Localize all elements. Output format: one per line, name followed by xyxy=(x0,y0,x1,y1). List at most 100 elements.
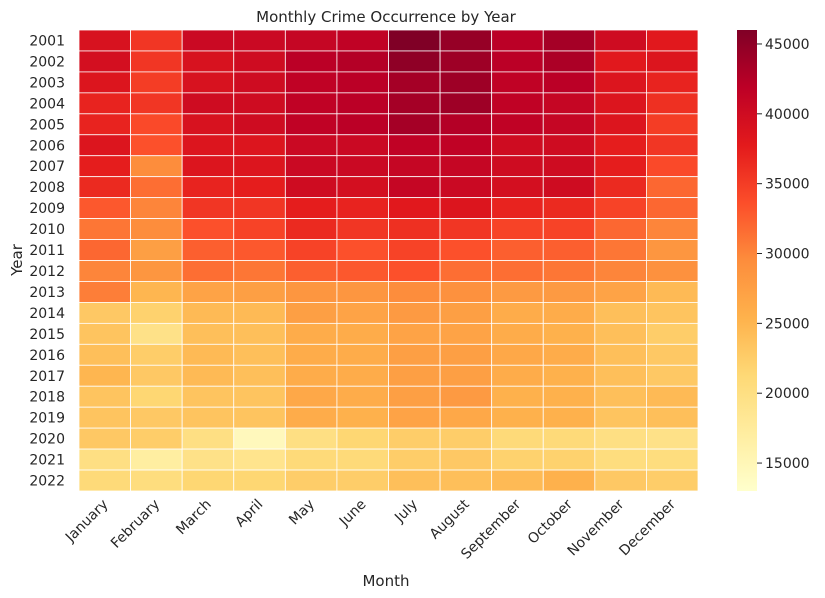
heatmap-cell xyxy=(233,260,286,282)
y-tick-label: 2019 xyxy=(29,411,65,427)
heatmap-cell xyxy=(594,113,647,136)
heatmap-cell xyxy=(439,71,493,94)
heatmap-cell xyxy=(594,343,647,366)
heatmap-cell xyxy=(646,92,699,115)
heatmap-cell xyxy=(594,29,647,52)
x-tick-label: December xyxy=(616,496,679,559)
heatmap-cell xyxy=(594,197,647,219)
heatmap-cell xyxy=(388,218,441,240)
heatmap-cell xyxy=(646,343,699,366)
heatmap-cell xyxy=(336,197,389,219)
heatmap-cell xyxy=(646,406,699,429)
heatmap-cell xyxy=(181,92,235,115)
y-tick-label: 2010 xyxy=(29,222,65,238)
heatmap-cell xyxy=(646,322,699,345)
heatmap-cell xyxy=(594,134,647,157)
heatmap-cell xyxy=(181,113,235,136)
x-tick-label: April xyxy=(232,497,266,531)
heatmap-cell xyxy=(542,29,596,52)
heatmap-cell xyxy=(542,406,596,429)
heatmap-cell xyxy=(439,218,493,240)
heatmap-cell xyxy=(388,469,441,492)
heatmap-cell xyxy=(388,322,441,345)
heatmap-cell xyxy=(542,322,596,345)
heatmap-cell xyxy=(336,29,389,52)
heatmap-cell xyxy=(491,71,544,94)
heatmap-cell xyxy=(542,469,596,492)
heatmap-cell xyxy=(284,448,338,471)
heatmap-cell xyxy=(336,71,389,94)
heatmap-cell xyxy=(181,448,235,471)
heatmap-cell xyxy=(284,364,338,387)
heatmap-cell xyxy=(233,239,286,261)
heatmap-cell xyxy=(388,343,441,366)
heatmap-cell xyxy=(130,176,183,199)
heatmap-cell xyxy=(336,260,389,282)
heatmap-cell xyxy=(284,29,338,52)
heatmap-cell xyxy=(181,176,235,199)
heatmap-cell xyxy=(284,343,338,366)
heatmap-cell xyxy=(336,113,389,136)
heatmap-cell xyxy=(491,50,544,73)
heatmap-cell xyxy=(233,176,286,199)
heatmap-cell xyxy=(388,155,441,178)
y-tick-label: 2006 xyxy=(29,138,65,154)
heatmap-cell xyxy=(130,406,183,429)
heatmap-cell xyxy=(78,29,131,52)
heatmap-cell xyxy=(78,50,131,73)
heatmap-cell xyxy=(130,281,183,303)
heatmap-cell xyxy=(284,239,338,261)
colorbar-tick-label: 35000 xyxy=(765,177,810,193)
y-tick-label: 2012 xyxy=(29,264,65,280)
heatmap-cell xyxy=(388,197,441,219)
heatmap-cell xyxy=(78,134,131,157)
heatmap-cell xyxy=(336,469,389,492)
heatmap-cell xyxy=(130,113,183,136)
heatmap-cell xyxy=(594,176,647,199)
heatmap-cell xyxy=(78,427,131,450)
heatmap-cell xyxy=(336,50,389,73)
heatmap-cell xyxy=(439,406,493,429)
heatmap-cell xyxy=(78,302,131,324)
heatmap-cell xyxy=(542,239,596,261)
heatmap-cell xyxy=(439,176,493,199)
heatmap-cell xyxy=(646,469,699,492)
heatmap-cell xyxy=(284,176,338,199)
heatmap-cell xyxy=(284,427,338,450)
heatmap-cell xyxy=(646,448,699,471)
heatmap-cell xyxy=(542,343,596,366)
heatmap-cell xyxy=(78,92,131,115)
heatmap-cell xyxy=(78,385,131,408)
heatmap-cell xyxy=(542,281,596,303)
heatmap-cell xyxy=(594,448,647,471)
heatmap-cell xyxy=(594,218,647,240)
heatmap-cell xyxy=(336,343,389,366)
heatmap-cell xyxy=(336,239,389,261)
heatmap-cell xyxy=(130,260,183,282)
heatmap-cell xyxy=(78,176,131,199)
heatmap-cell xyxy=(284,218,338,240)
heatmap-cell xyxy=(388,71,441,94)
heatmap-cell xyxy=(336,448,389,471)
heatmap-cell xyxy=(78,155,131,178)
heatmap-cell xyxy=(439,364,493,387)
heatmap-cell xyxy=(130,155,183,178)
heatmap-cell xyxy=(130,364,183,387)
y-tick-label: 2009 xyxy=(29,201,65,217)
x-tick-label: July xyxy=(391,497,421,527)
heatmap-cell xyxy=(646,385,699,408)
heatmap-cell xyxy=(594,322,647,345)
heatmap-cell xyxy=(233,427,286,450)
heatmap-cell xyxy=(388,385,441,408)
heatmap-cell xyxy=(542,364,596,387)
heatmap-cell xyxy=(284,385,338,408)
y-tick-label: 2005 xyxy=(29,117,65,133)
y-tick-label: 2001 xyxy=(29,33,65,49)
heatmap-cell xyxy=(181,385,235,408)
y-tick-label: 2017 xyxy=(29,369,65,385)
heatmap-cell xyxy=(233,113,286,136)
heatmap-cell xyxy=(594,385,647,408)
heatmap-cell xyxy=(439,281,493,303)
heatmap-cell xyxy=(130,71,183,94)
